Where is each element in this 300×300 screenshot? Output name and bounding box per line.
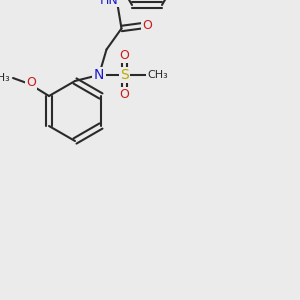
Text: S: S <box>120 68 129 82</box>
Text: O: O <box>120 88 129 101</box>
Text: CH₃: CH₃ <box>0 73 10 83</box>
Text: O: O <box>142 19 152 32</box>
Text: N: N <box>94 68 104 82</box>
Text: HN: HN <box>100 0 119 7</box>
Text: CH₃: CH₃ <box>147 70 168 80</box>
Text: O: O <box>120 49 129 62</box>
Text: O: O <box>26 76 36 89</box>
